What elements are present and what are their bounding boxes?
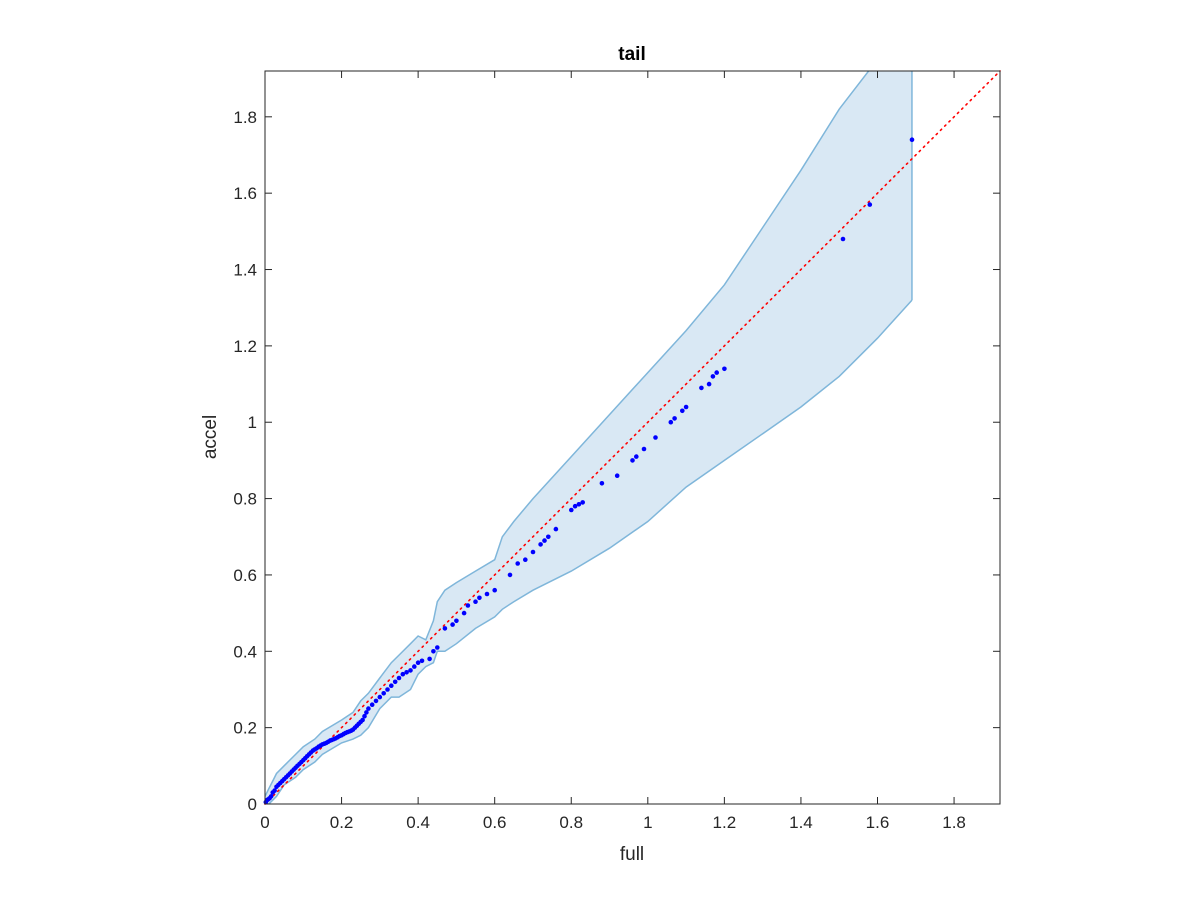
data-point (492, 587, 498, 593)
reference-line (264, 70, 1001, 805)
data-point (722, 366, 727, 372)
data-point (404, 670, 409, 675)
chart-title: tail (618, 44, 645, 65)
data-point (699, 385, 704, 391)
y-tick-label: 1.4 (233, 261, 257, 280)
y-axis-label: accel (200, 415, 221, 459)
data-point (714, 370, 719, 375)
y-tick-label: 0 (248, 795, 257, 814)
data-point (272, 788, 277, 793)
data-point (653, 435, 658, 440)
data-point (867, 202, 873, 207)
data-point (396, 675, 402, 681)
data-point (668, 419, 674, 425)
data-point (538, 542, 543, 547)
y-tick-label: 1.8 (233, 108, 257, 127)
data-point (427, 656, 432, 662)
data-point (373, 698, 379, 704)
y-tick-label: 0.8 (233, 490, 257, 509)
data-point (461, 610, 467, 616)
axes (264, 70, 1001, 805)
data-point (381, 691, 387, 696)
y-tick-label: 1.2 (233, 337, 257, 356)
data-point (442, 626, 448, 631)
data-point (641, 446, 647, 452)
x-tick-label: 0.8 (559, 813, 583, 832)
data-point (450, 622, 455, 627)
data-point (454, 618, 459, 624)
data-point (415, 660, 421, 665)
data-point (369, 702, 375, 707)
y-tick-label: 0.6 (233, 566, 257, 585)
data-point (400, 671, 406, 677)
data-point (477, 595, 482, 601)
data-point (580, 500, 585, 505)
data-point (672, 416, 677, 421)
data-point (614, 473, 620, 479)
data-point (507, 572, 513, 578)
data-point (710, 374, 716, 379)
data-points-layer (263, 137, 915, 805)
data-point (392, 679, 398, 685)
data-point (634, 454, 639, 459)
data-point (909, 137, 915, 142)
x-tick-label: 1.4 (789, 813, 813, 832)
x-tick-label: 1 (643, 813, 652, 832)
data-point (360, 717, 365, 723)
data-point (530, 549, 536, 555)
y-tick-label: 1.6 (233, 184, 257, 203)
x-tick-label: 1.2 (713, 813, 737, 832)
y-axis-ticks: 0 0.2 0.4 0.6 0.8 1 1.2 1.4 1.6 1.8 (233, 108, 1000, 814)
data-point (683, 404, 689, 410)
x-axis-ticks: 0 0.2 0.4 0.6 0.8 1 1.2 1.4 1.6 1.8 (260, 71, 966, 832)
x-axis-label: full (620, 844, 644, 865)
data-point (523, 557, 528, 562)
data-point (546, 534, 551, 540)
confidence-band-lower (265, 299, 913, 804)
x-tick-label: 0.6 (483, 813, 507, 832)
data-point (431, 649, 436, 654)
data-point (572, 503, 578, 509)
axes-box (264, 70, 1001, 805)
data-point (412, 664, 417, 669)
data-point (408, 668, 413, 673)
data-point (473, 599, 478, 604)
confidence-band-upper (265, 71, 870, 797)
data-point (362, 713, 367, 719)
x-tick-label: 0 (260, 813, 269, 832)
data-point (840, 236, 846, 242)
data-point (435, 645, 440, 650)
x-tick-label: 0.4 (406, 813, 430, 832)
data-point (599, 481, 605, 486)
data-point (515, 561, 520, 566)
data-point (268, 794, 274, 799)
y-tick-label: 1 (248, 413, 257, 432)
data-point (465, 603, 471, 608)
x-tick-label: 0.2 (330, 813, 354, 832)
reference-line-layer (264, 70, 1001, 805)
x-tick-label: 1.6 (866, 813, 890, 832)
confidence-band-fill (265, 71, 912, 804)
data-point (553, 526, 559, 532)
data-point (576, 502, 582, 507)
confidence-band-layer (265, 71, 913, 804)
data-point (630, 458, 635, 463)
data-point (542, 538, 547, 543)
data-point (366, 706, 371, 711)
data-point (484, 591, 490, 597)
data-point (364, 710, 369, 715)
data-point (389, 683, 394, 688)
data-point (377, 694, 383, 700)
data-point (385, 687, 390, 692)
data-point (419, 658, 425, 664)
y-tick-label: 0.4 (233, 642, 257, 661)
data-point (680, 408, 685, 414)
data-point (569, 507, 574, 513)
data-point (706, 381, 712, 387)
y-tick-label: 0.2 (233, 719, 257, 738)
x-tick-label: 1.8 (942, 813, 966, 832)
